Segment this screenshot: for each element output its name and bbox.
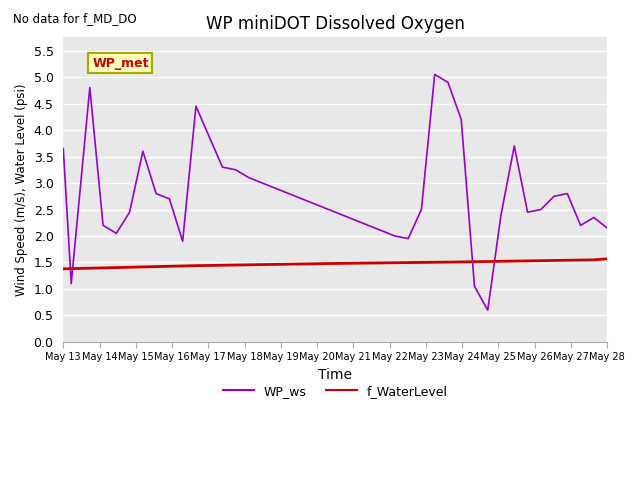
WP_ws xyxy=(524,209,531,215)
WP_ws xyxy=(219,164,227,170)
Legend: WP_ws, f_WaterLevel: WP_ws, f_WaterLevel xyxy=(218,380,452,403)
WP_ws xyxy=(511,143,518,149)
WP_ws xyxy=(179,239,186,244)
WP_ws xyxy=(271,185,279,191)
WP_ws xyxy=(312,201,319,207)
Text: WP_met: WP_met xyxy=(92,57,148,70)
WP_ws xyxy=(232,167,239,173)
WP_ws xyxy=(365,223,372,228)
WP_ws xyxy=(431,72,438,77)
f_WaterLevel xyxy=(458,259,465,265)
Text: No data for f_MD_DO: No data for f_MD_DO xyxy=(13,12,136,25)
WP_ws xyxy=(298,196,306,202)
WP_ws xyxy=(60,146,67,152)
WP_ws xyxy=(590,215,598,220)
WP_ws xyxy=(139,148,147,154)
WP_ws xyxy=(338,212,346,217)
WP_ws xyxy=(604,225,611,231)
WP_ws xyxy=(563,191,571,196)
WP_ws xyxy=(497,212,505,217)
WP_ws xyxy=(86,85,93,91)
WP_ws xyxy=(577,223,584,228)
WP_ws xyxy=(99,223,107,228)
WP_ws xyxy=(67,281,75,287)
f_WaterLevel xyxy=(192,263,200,268)
WP_ws xyxy=(192,103,200,109)
f_WaterLevel xyxy=(590,257,598,263)
Line: f_WaterLevel: f_WaterLevel xyxy=(63,259,607,269)
WP_ws xyxy=(537,206,545,212)
Line: WP_ws: WP_ws xyxy=(63,74,607,310)
WP_ws xyxy=(417,206,425,212)
WP_ws xyxy=(378,228,385,234)
WP_ws xyxy=(470,283,478,289)
WP_ws xyxy=(484,307,492,313)
f_WaterLevel xyxy=(604,256,611,262)
WP_ws xyxy=(113,230,120,236)
WP_ws xyxy=(285,191,292,196)
WP_ws xyxy=(259,180,266,186)
WP_ws xyxy=(152,191,160,196)
WP_ws xyxy=(444,80,452,85)
WP_ws xyxy=(458,117,465,122)
f_WaterLevel xyxy=(60,266,67,272)
f_WaterLevel xyxy=(324,261,332,266)
WP_ws xyxy=(126,209,134,215)
WP_ws xyxy=(351,217,359,223)
WP_ws xyxy=(166,196,173,202)
X-axis label: Time: Time xyxy=(318,368,352,382)
WP_ws xyxy=(324,206,332,212)
WP_ws xyxy=(245,175,253,180)
WP_ws xyxy=(550,193,558,199)
Y-axis label: Wind Speed (m/s), Water Level (psi): Wind Speed (m/s), Water Level (psi) xyxy=(15,84,28,296)
WP_ws xyxy=(404,236,412,241)
Title: WP miniDOT Dissolved Oxygen: WP miniDOT Dissolved Oxygen xyxy=(206,15,465,33)
WP_ws xyxy=(391,233,399,239)
